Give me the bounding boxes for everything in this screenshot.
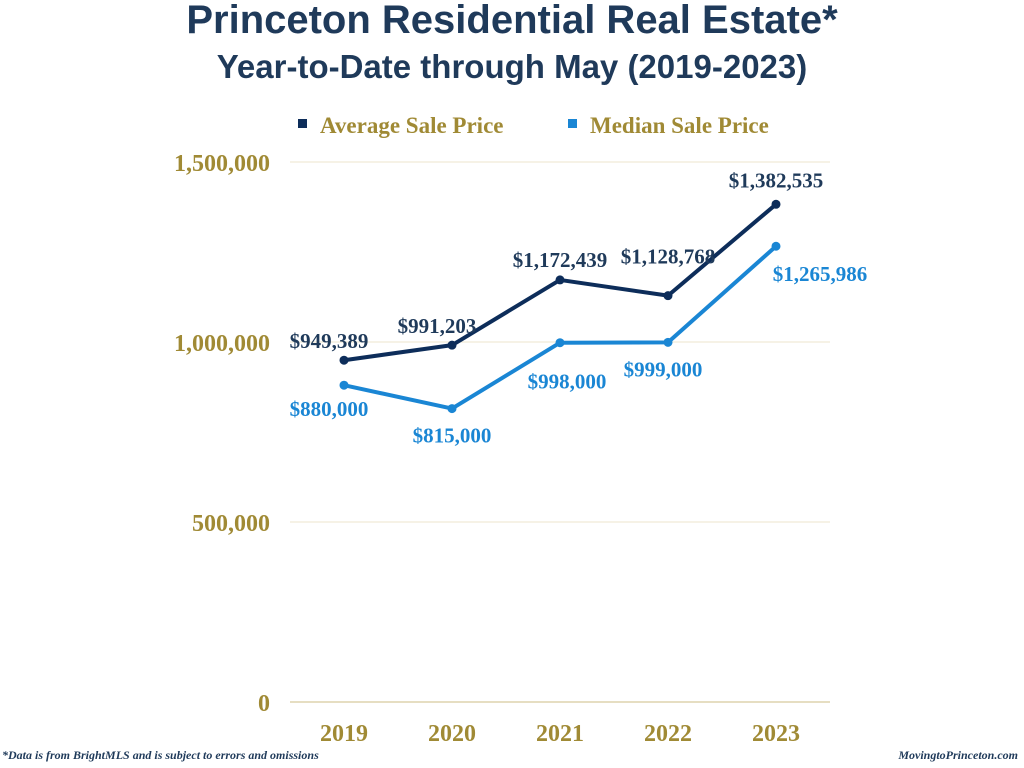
- data-label: $1,265,986: [773, 262, 868, 286]
- data-label: $949,389: [290, 329, 369, 353]
- x-tick-label: 2019: [320, 721, 368, 747]
- data-point: [663, 291, 673, 301]
- data-point: [339, 380, 349, 390]
- data-label: $1,172,439: [513, 248, 608, 272]
- data-point: [771, 199, 781, 209]
- x-tick-label: 2020: [428, 721, 476, 747]
- data-point: [555, 338, 565, 348]
- legend: Average Sale Price Median Sale Price: [298, 113, 769, 138]
- data-labels: $949,389 $991,203 $1,172,439 $1,128,768 $1,3…: [290, 168, 868, 447]
- data-point: [447, 404, 457, 414]
- footnote-disclaimer: *Data is from BrightMLS and is subject t…: [2, 748, 319, 762]
- footnote-source: MovingtoPrinceton.com: [898, 748, 1018, 762]
- x-tick-label: 2021: [536, 721, 584, 747]
- y-axis-ticks: 0 500,000 1,000,000 1,500,000: [174, 151, 270, 717]
- chart-subtitle: Year-to-Date through May (2019-2023): [216, 48, 808, 85]
- y-tick-label: 1,000,000: [174, 331, 270, 357]
- chart-title: Princeton Residential Real Estate*: [186, 0, 838, 42]
- data-point: [771, 241, 781, 251]
- data-label: $1,382,535: [729, 168, 824, 192]
- data-label: $998,000: [528, 370, 607, 394]
- data-label: $880,000: [290, 397, 369, 421]
- legend-label: Average Sale Price: [320, 113, 503, 138]
- data-point: [339, 355, 349, 365]
- y-tick-label: 500,000: [192, 511, 270, 537]
- x-tick-label: 2023: [752, 721, 800, 747]
- legend-label: Median Sale Price: [590, 113, 769, 138]
- gridlines: [290, 161, 830, 703]
- data-label: $815,000: [413, 424, 492, 448]
- data-point: [555, 275, 565, 285]
- data-label: $991,203: [398, 314, 477, 338]
- data-label: $999,000: [624, 357, 703, 381]
- x-tick-label: 2022: [644, 721, 692, 747]
- data-point: [663, 337, 673, 347]
- x-axis-ticks: 2019 2020 2021 2022 2023: [320, 721, 800, 747]
- data-point: [447, 340, 457, 350]
- y-tick-label: 0: [258, 691, 270, 717]
- legend-swatch: [298, 119, 307, 128]
- series-group: [339, 199, 781, 414]
- legend-swatch: [568, 119, 577, 128]
- y-tick-label: 1,500,000: [174, 151, 270, 177]
- data-label: $1,128,768: [621, 245, 716, 269]
